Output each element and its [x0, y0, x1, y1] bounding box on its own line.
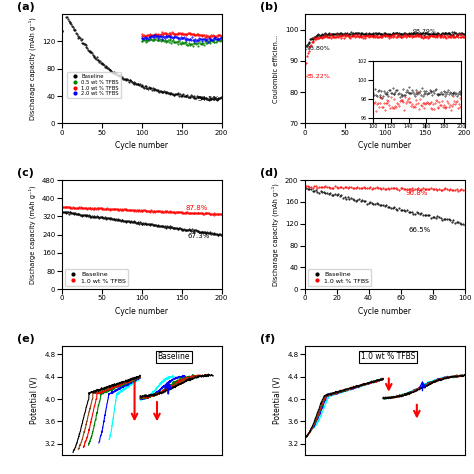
Text: 1.0 wt % TFBS: 1.0 wt % TFBS [361, 353, 415, 362]
Legend: Baseline, 1.0 wt % TFBS: Baseline, 1.0 wt % TFBS [308, 269, 372, 286]
Text: 93.80%: 93.80% [306, 46, 330, 51]
Y-axis label: Potential (V): Potential (V) [29, 377, 38, 424]
Y-axis label: Discharge capacity (mAh g⁻¹): Discharge capacity (mAh g⁻¹) [29, 185, 36, 284]
Text: 96.8%: 96.8% [405, 191, 428, 196]
Text: (e): (e) [17, 334, 35, 344]
Text: (b): (b) [260, 2, 278, 12]
Legend: Baseline, 1.0 wt % TFBS: Baseline, 1.0 wt % TFBS [65, 269, 128, 286]
Text: (f): (f) [260, 334, 275, 344]
Text: 67.3%: 67.3% [188, 233, 210, 239]
Y-axis label: Discharage capacity (mAh g⁻¹): Discharage capacity (mAh g⁻¹) [29, 18, 36, 120]
X-axis label: Cycle number: Cycle number [358, 307, 411, 316]
Text: 66.5%: 66.5% [409, 227, 431, 233]
Text: (a): (a) [17, 2, 35, 12]
Text: (d): (d) [260, 168, 278, 178]
Y-axis label: Potential (V): Potential (V) [273, 377, 282, 424]
Text: 98.79%: 98.79% [412, 29, 437, 34]
X-axis label: Cycle number: Cycle number [115, 307, 168, 316]
Text: Baseline: Baseline [157, 353, 190, 362]
Text: 87.8%: 87.8% [185, 205, 208, 211]
Y-axis label: Discharage capacity (mAh g⁻¹): Discharage capacity (mAh g⁻¹) [272, 183, 279, 286]
X-axis label: Cycle number: Cycle number [115, 141, 168, 150]
Text: 34.5%: 34.5% [198, 96, 219, 102]
Text: (c): (c) [17, 168, 34, 178]
Legend: Baseline, 0.5 wt % TFBS, 1.0 wt % TFBS, 2.0 wt % TFBS: Baseline, 0.5 wt % TFBS, 1.0 wt % TFBS, … [67, 72, 121, 99]
X-axis label: Cycle number: Cycle number [358, 141, 411, 150]
Text: 85.22%: 85.22% [306, 74, 330, 79]
Y-axis label: Coulombic efficien...: Coulombic efficien... [273, 35, 279, 103]
